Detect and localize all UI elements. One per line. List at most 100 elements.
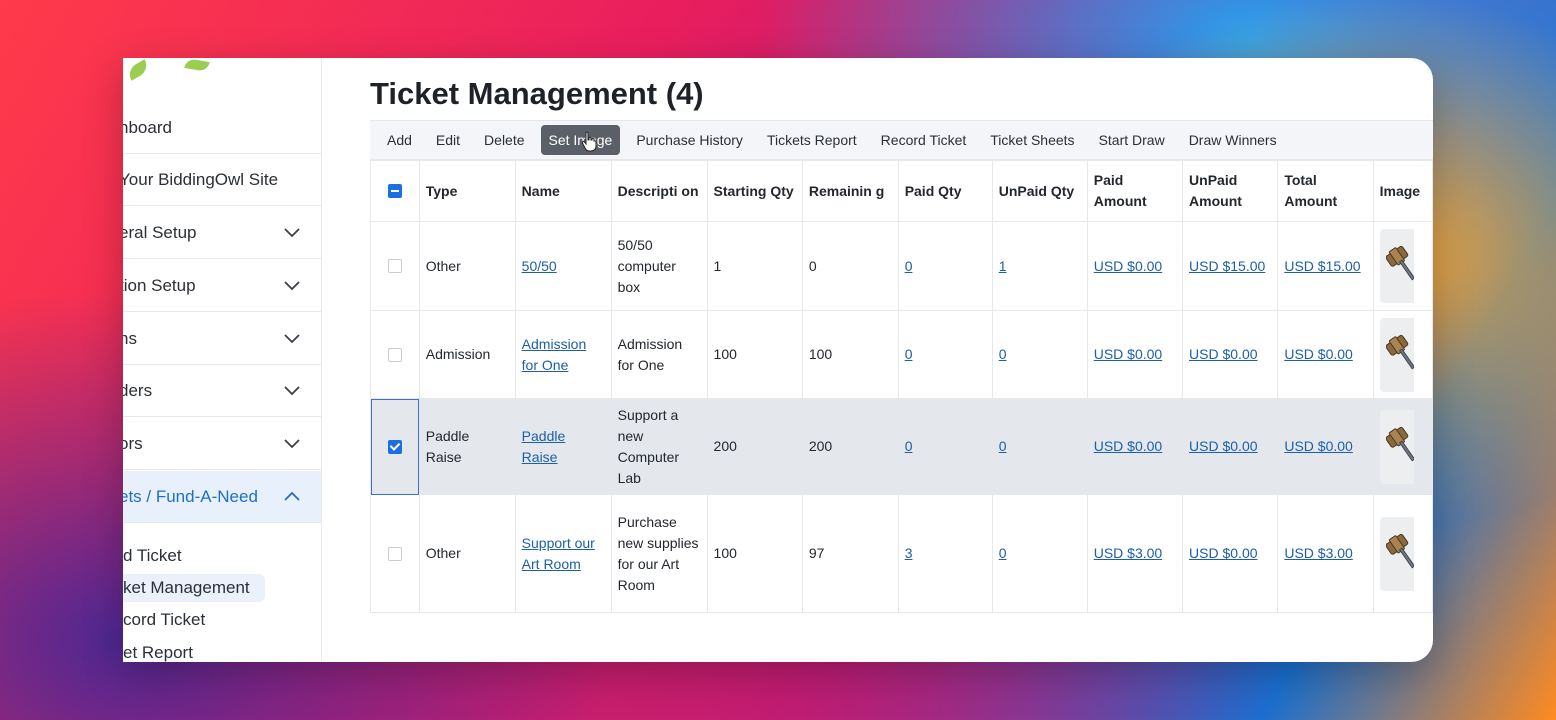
col-description[interactable]: Descripti on <box>610 160 708 222</box>
sidebar-item-label: ets / Fund-A-Need <box>123 486 258 506</box>
sidebar-item-general-setup[interactable]: eral Setup <box>123 207 321 259</box>
paid-qty-link[interactable]: 3 <box>904 545 913 561</box>
row-select-cell[interactable] <box>370 494 420 613</box>
col-name[interactable]: Name <box>514 160 612 222</box>
sidebar-item-label: Your BiddingOwl Site <box>123 169 279 189</box>
select-all-cell[interactable] <box>370 160 420 222</box>
total-amount-link[interactable]: USD $0.00 <box>1284 438 1353 454</box>
col-starting-qty[interactable]: Starting Qty <box>706 160 803 222</box>
table-header-row: Type Name Descripti on Starting Qty Rema… <box>370 160 1433 222</box>
row-select-cell[interactable] <box>370 310 420 399</box>
gavel-icon[interactable] <box>1379 229 1414 303</box>
sidebar-item-label: ns <box>123 328 137 348</box>
sidebar-item-label: hboard <box>123 117 172 137</box>
unpaid-amount-link[interactable]: USD $0.00 <box>1189 545 1258 561</box>
chevron-down-icon[interactable] <box>283 278 301 292</box>
ticket-name-link[interactable]: Support our Art Room <box>521 534 595 572</box>
toolbar-add-button[interactable]: Add <box>387 132 412 148</box>
toolbar-edit-button[interactable]: Edit <box>435 132 461 148</box>
ticket-name-link[interactable]: Admission for One <box>521 335 587 373</box>
cell-type: Other <box>418 221 516 311</box>
paid-qty-link[interactable]: 0 <box>904 346 913 362</box>
chevron-down-icon[interactable] <box>283 331 301 345</box>
col-unpaid-qty[interactable]: UnPaid Qty <box>991 160 1088 222</box>
gavel-icon[interactable] <box>1379 317 1414 392</box>
paid-amount-link[interactable]: USD $0.00 <box>1093 257 1163 274</box>
table-row[interactable]: Paddle Raise Paddle Raise Support a new Co… <box>370 398 1433 495</box>
cell-unpaid-qty: 0 <box>991 494 1088 613</box>
cell-total-amount: USD $0.00 <box>1277 310 1374 399</box>
sidebar-item-your-site[interactable]: Your BiddingOwl Site <box>123 154 321 206</box>
cell-unpaid-qty: 1 <box>991 221 1088 311</box>
chevron-up-icon[interactable] <box>283 489 301 503</box>
sidebar-subitem-ticket-management[interactable]: ket Management <box>123 574 265 602</box>
total-amount-link[interactable]: USD $3.00 <box>1284 545 1353 561</box>
app-window: hboard Your BiddingOwl Site eral Setup tio… <box>123 58 1433 662</box>
row-checkbox[interactable] <box>387 546 402 561</box>
cell-remaining: 0 <box>801 221 899 311</box>
col-unpaid-amount[interactable]: UnPaid Amount <box>1182 160 1279 222</box>
sidebar-subitem-add-ticket[interactable]: d Ticket <box>123 546 182 565</box>
toolbar-delete-button[interactable]: Delete <box>484 132 525 148</box>
sidebar-item-dashboard[interactable]: hboard <box>123 102 321 154</box>
sidebar-item-label: ders <box>123 380 153 400</box>
sidebar-subitem-record-ticket[interactable]: cord Ticket <box>123 610 206 629</box>
unpaid-qty-link[interactable]: 0 <box>998 545 1007 561</box>
gavel-icon[interactable] <box>1379 516 1414 591</box>
toolbar-ticket-sheets-button[interactable]: Ticket Sheets <box>990 132 1075 148</box>
unpaid-qty-link[interactable]: 0 <box>998 346 1007 362</box>
sidebar-item-label: tion Setup <box>123 275 196 295</box>
toolbar-purchase-history-button[interactable]: Purchase History <box>636 132 743 148</box>
sidebar-subitem-ticket-report[interactable]: et Report <box>123 643 193 662</box>
sidebar-item-items[interactable]: ns <box>123 313 321 365</box>
table-row[interactable]: Other Support our Art Room Purchase new su… <box>370 494 1433 613</box>
toolbar-start-draw-button[interactable]: Start Draw <box>1098 132 1165 148</box>
col-total-amount[interactable]: Total Amount <box>1277 160 1374 222</box>
cell-starting-qty: 100 <box>706 494 803 613</box>
table-row[interactable]: Other 50/50 50/50 computer box 1 0 0 1 USD $0.0… <box>370 221 1433 311</box>
row-select-cell[interactable] <box>370 221 420 311</box>
row-select-cell[interactable] <box>370 398 420 495</box>
toolbar-record-ticket-button[interactable]: Record Ticket <box>880 132 967 148</box>
unpaid-amount-link[interactable]: USD $15.00 <box>1189 257 1266 274</box>
paid-qty-link[interactable]: 0 <box>904 257 913 274</box>
gavel-icon[interactable] <box>1379 409 1414 484</box>
col-type[interactable]: Type <box>418 160 516 222</box>
row-checkbox[interactable] <box>387 347 402 362</box>
paid-amount-link[interactable]: USD $3.00 <box>1093 545 1163 561</box>
sidebar-item-bidders[interactable]: ders <box>123 365 321 417</box>
ticket-name-link[interactable]: 50/50 <box>521 257 557 274</box>
cell-type: Paddle Raise <box>418 398 516 495</box>
cell-unpaid-amount: USD $0.00 <box>1182 494 1279 613</box>
paid-amount-link[interactable]: USD $0.00 <box>1093 438 1163 454</box>
toolbar-tickets-report-button[interactable]: Tickets Report <box>766 132 857 148</box>
sidebar-item-auction-setup[interactable]: tion Setup <box>123 260 321 312</box>
unpaid-qty-link[interactable]: 0 <box>998 438 1007 454</box>
chevron-down-icon[interactable] <box>283 225 301 239</box>
cell-unpaid-amount: USD $0.00 <box>1182 398 1279 495</box>
col-remaining[interactable]: Remainin g <box>801 160 899 222</box>
row-checkbox[interactable] <box>387 259 402 273</box>
select-all-checkbox[interactable] <box>387 184 402 198</box>
cell-image <box>1372 310 1433 399</box>
table-row[interactable]: Admission Admission for One Admission for … <box>370 310 1433 399</box>
sidebar-item-donors[interactable]: ors <box>123 418 321 470</box>
pointer-hand-icon <box>581 131 597 152</box>
unpaid-qty-link[interactable]: 1 <box>998 257 1007 274</box>
total-amount-link[interactable]: USD $15.00 <box>1284 257 1361 274</box>
cell-name: Paddle Raise <box>514 398 612 495</box>
ticket-name-link[interactable]: Paddle Raise <box>521 427 566 465</box>
col-paid-amount[interactable]: Paid Amount <box>1086 160 1184 222</box>
chevron-down-icon[interactable] <box>283 436 301 450</box>
paid-amount-link[interactable]: USD $0.00 <box>1093 346 1163 362</box>
chevron-down-icon[interactable] <box>283 383 301 397</box>
col-paid-qty[interactable]: Paid Qty <box>897 160 993 222</box>
unpaid-amount-link[interactable]: USD $0.00 <box>1189 438 1258 454</box>
row-checkbox[interactable] <box>387 439 402 454</box>
paid-qty-link[interactable]: 0 <box>904 438 913 454</box>
toolbar-draw-winners-button[interactable]: Draw Winners <box>1188 132 1277 148</box>
total-amount-link[interactable]: USD $0.00 <box>1284 346 1353 362</box>
cell-remaining: 97 <box>801 494 899 613</box>
sidebar-item-tickets-fund-a-need[interactable]: ets / Fund-A-Need <box>123 471 321 523</box>
unpaid-amount-link[interactable]: USD $0.00 <box>1189 346 1258 362</box>
